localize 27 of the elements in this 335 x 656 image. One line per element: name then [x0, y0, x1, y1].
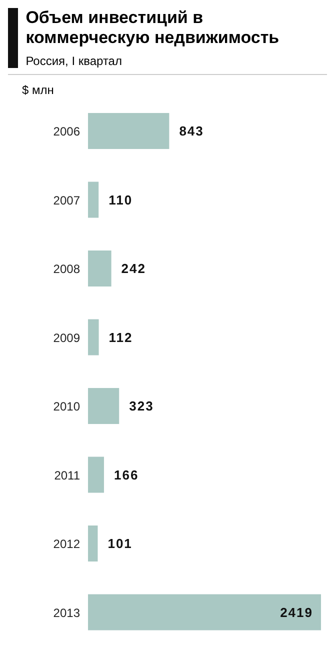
data-label: 166	[114, 467, 139, 482]
chart-title: Объем инвестиций в коммерческую недвижимость	[26, 8, 280, 48]
bar	[88, 388, 120, 424]
chart-subtitle: Россия, I квартал	[26, 54, 123, 68]
data-label: 112	[108, 330, 133, 345]
y-tick-label: 2012	[53, 537, 80, 552]
data-label: 242	[121, 261, 146, 276]
x-axis-title: $ млн	[22, 83, 55, 97]
y-tick-label: 2009	[53, 330, 80, 345]
bar	[88, 250, 112, 286]
y-tick-label: 2011	[54, 468, 80, 482]
bar	[88, 456, 104, 493]
bar	[88, 113, 170, 149]
bar	[88, 319, 99, 356]
data-label: 843	[179, 124, 204, 139]
y-tick-label: 2006	[53, 124, 80, 139]
y-tick-label: 2013	[53, 606, 80, 620]
bar	[88, 594, 321, 630]
data-label: 2419	[280, 604, 313, 620]
bar	[88, 526, 98, 562]
y-tick-label: 2008	[53, 262, 80, 276]
data-label: 101	[108, 536, 132, 552]
data-label: 323	[129, 398, 154, 414]
bar	[88, 182, 99, 218]
y-tick-label: 2010	[53, 400, 80, 414]
data-label: 110	[108, 192, 133, 208]
y-tick-label: 2007	[53, 193, 80, 208]
